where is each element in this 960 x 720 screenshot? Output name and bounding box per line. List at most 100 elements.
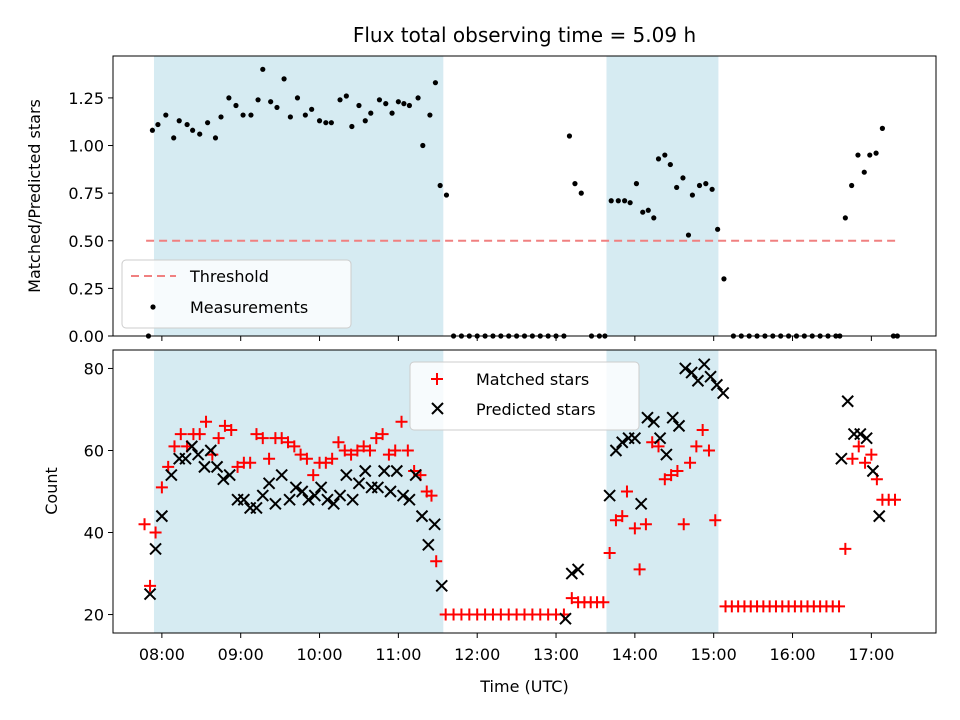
top-y-tick-label: 0.50 (68, 232, 104, 251)
matched-star-point (684, 456, 697, 469)
matched-star-point (263, 452, 276, 465)
predicted-star-point (223, 468, 236, 482)
measurement-point (233, 102, 239, 109)
measurement-point (778, 333, 784, 339)
predicted-star-point (396, 489, 410, 502)
measurement-point (809, 333, 815, 339)
legend-predicted-label: Predicted stars (476, 400, 596, 419)
measurement-point (362, 118, 368, 124)
measurement-point (572, 181, 578, 187)
predicted-star-point (641, 411, 654, 424)
measurement-point (190, 127, 196, 133)
matched-star-point (370, 432, 383, 445)
predicted-star-point (210, 460, 224, 474)
bottom-y-tick-label: 60 (84, 441, 104, 460)
measurement-point (268, 99, 274, 105)
predicted-stars-series (143, 358, 886, 625)
x-tick-label: 11:00 (375, 645, 421, 664)
predicted-star-point (647, 415, 660, 428)
measurement-point (281, 76, 287, 82)
measurement-point (349, 123, 355, 130)
predicted-star-point (679, 362, 692, 375)
matched-star-point (218, 419, 231, 432)
matched-star-point (382, 448, 395, 461)
matched-star-point (628, 522, 641, 535)
top-y-tick-label: 1.25 (68, 89, 104, 108)
predicted-star-point (710, 378, 724, 392)
measurement-point (770, 333, 776, 339)
measurement-point (615, 198, 621, 204)
measurement-point (482, 333, 488, 339)
legend-matched-label: Matched stars (476, 370, 589, 389)
matched-star-point (332, 436, 345, 449)
bottom-y-tick-label: 40 (84, 524, 104, 543)
predicted-star-point (165, 468, 178, 482)
measurement-point (260, 66, 266, 72)
predicted-star-point (269, 497, 282, 511)
predicted-star-point (435, 579, 448, 593)
measurement-point (212, 135, 219, 141)
matched-star-point (671, 464, 684, 477)
predicted-star-point (866, 464, 880, 478)
legend-matched-swatch (431, 373, 443, 385)
bottom-legend: Matched stars Predicted stars (409, 361, 640, 431)
measurement-point (578, 190, 584, 196)
matched-star-point (401, 444, 414, 457)
measurement-point (689, 192, 696, 198)
measurement-point (588, 333, 595, 339)
matched-star-point (138, 518, 151, 531)
measurement-point (667, 161, 673, 168)
bottom-panel: 20 40 60 80 08:00 09:00 10:00 11:00 12:00 13:00 1… (42, 349, 937, 696)
predicted-star-point (295, 485, 309, 498)
measurement-point (674, 184, 680, 191)
measurement-point (627, 200, 633, 206)
predicted-star-point (390, 464, 404, 478)
matched-star-point (193, 428, 206, 441)
top-y-axis-label: Matched/Predicted stars (25, 99, 44, 293)
predicted-star-point (359, 464, 372, 478)
measurement-point (894, 333, 900, 339)
measurement-point (833, 333, 839, 339)
measurement-point (287, 114, 293, 120)
measurement-point (498, 333, 504, 339)
matched-star-point (408, 464, 421, 477)
x-tick-label: 16:00 (769, 645, 815, 664)
matched-star-point (351, 444, 364, 457)
measurement-point (401, 101, 407, 107)
measurement-point (437, 182, 443, 189)
matched-star-point (212, 432, 225, 445)
predicted-star-point (660, 448, 673, 461)
predicted-star-point (275, 468, 288, 482)
matched-star-point (149, 526, 162, 539)
measurement-point (825, 333, 831, 339)
top-y-tick-label: 1.00 (68, 137, 104, 156)
top-y-axis: 0.00 0.25 0.50 0.75 1.00 1.25 (68, 89, 113, 346)
measurement-point (721, 276, 727, 282)
predicted-star-point (384, 485, 397, 498)
predicted-star-point (217, 472, 230, 486)
measurement-point (197, 131, 203, 137)
measurement-point (395, 99, 401, 105)
measurement-point (474, 333, 480, 339)
matched-star-point (597, 596, 610, 609)
measurement-point (450, 333, 457, 339)
measurement-point (715, 226, 721, 232)
matched-star-point (565, 592, 578, 605)
measurement-point (655, 156, 662, 162)
predicted-star-point (155, 509, 169, 523)
legend-measurement-swatch (150, 304, 156, 310)
matched-star-point (256, 432, 269, 445)
bottom-plot-frame (112, 349, 937, 634)
predicted-star-point (628, 431, 642, 445)
measurement-point (879, 125, 885, 131)
matched-star-point (206, 448, 219, 461)
predicted-star-point (346, 493, 359, 506)
measurement-point (662, 152, 668, 158)
matched-star-point (225, 423, 238, 436)
measurement-point (703, 181, 709, 187)
measurement-point (514, 333, 520, 339)
predicted-star-point (327, 497, 340, 511)
measurement-point (842, 215, 848, 221)
measurement-point (890, 333, 897, 339)
predicted-star-point (302, 493, 315, 506)
